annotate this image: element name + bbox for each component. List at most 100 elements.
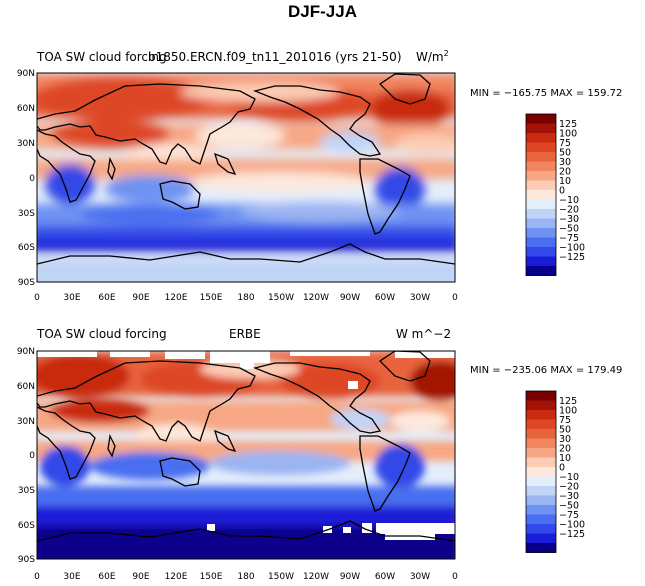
colorbar-swatch [526, 171, 556, 181]
panel-1-map: 90N 60N 30N 0 30S 60S 90S 0 30E 60E 90E … [17, 69, 458, 303]
panel-1-left-label: TOA SW cloud forcing [37, 50, 167, 64]
panel-2-stats: MIN = −235.06 MAX = 179.49 [470, 365, 623, 376]
colorbar-swatch [526, 218, 556, 229]
lon-tick-label: 120W [303, 572, 329, 582]
lon-tick-label: 90W [340, 572, 360, 582]
colorbar-label: −30 [559, 214, 579, 225]
colorbar-label: −100 [559, 520, 585, 531]
colorbar-swatch [526, 209, 556, 219]
lon-tick-label: 150W [268, 572, 294, 582]
colorbar-swatch [526, 180, 556, 191]
colorbar-label: −10 [559, 195, 579, 206]
lat-tick-label: 30N [17, 417, 35, 427]
colorbar-swatch [526, 114, 556, 124]
lon-tick-label: 120E [165, 572, 188, 582]
colorbar-label: 100 [559, 129, 577, 140]
colorbar-swatch [526, 142, 556, 153]
lon-tick-label: 0 [34, 293, 40, 303]
colorbar-swatch [526, 514, 556, 525]
colorbar-swatch [526, 256, 556, 267]
panel-1-center-label: b1850.ERCN.f09_tn11_201016 (yrs 21-50) [148, 50, 402, 64]
figure-title: DJF-JJA [288, 2, 357, 21]
colorbar-label: −10 [559, 472, 579, 483]
panel-2-missing-data [37, 351, 455, 540]
lon-tick-label: 90W [340, 293, 360, 303]
colorbar-swatch [526, 247, 556, 257]
colorbar-swatch [526, 410, 556, 420]
colorbar-swatch [526, 438, 556, 449]
lon-tick-label: 60W [375, 572, 395, 582]
lon-tick-label: 60E [98, 572, 115, 582]
panel-2-left-label: TOA SW cloud forcing [37, 327, 167, 341]
colorbar-label: 10 [559, 453, 571, 464]
lon-tick-label: 90E [132, 293, 149, 303]
colorbar-swatch [526, 476, 556, 487]
lon-tick-label: 120E [165, 293, 188, 303]
colorbar-label: −100 [559, 243, 585, 254]
lat-tick-label: 30S [18, 209, 35, 219]
lat-tick-label: 90N [17, 69, 35, 79]
lat-tick-label: 60N [17, 104, 35, 114]
lat-tick-label: 60S [18, 243, 35, 253]
panel-1-stats: MIN = −165.75 MAX = 159.72 [470, 88, 623, 99]
colorbar-swatch [526, 486, 556, 496]
colorbar-label: 0 [559, 463, 565, 474]
lon-tick-label: 180 [237, 572, 254, 582]
colorbar-label: 30 [559, 157, 571, 168]
colorbar-label: −125 [559, 252, 585, 263]
colorbar-swatch [526, 419, 556, 430]
colorbar-swatch [526, 400, 556, 411]
colorbar-swatch [526, 467, 556, 477]
colorbar-label: 20 [559, 167, 571, 178]
lat-tick-label: 30N [17, 139, 35, 149]
lon-tick-label: 0 [34, 572, 40, 582]
panel-1-lon-labels: 0 30E 60E 90E 120E 150E 180 150W 120W 90… [34, 293, 458, 303]
colorbar-label: −125 [559, 529, 585, 540]
colorbar-label: 75 [559, 138, 571, 149]
colorbar-label: 125 [559, 119, 577, 130]
colorbar-frame [525, 390, 557, 553]
panel-2-lat-labels: 90N 60N 30N 0 30S 60S 90S [17, 347, 35, 565]
colorbar-swatch [526, 391, 556, 401]
colorbar-swatch [526, 133, 556, 143]
colorbar-swatch [526, 190, 556, 200]
panel-2-center-label: ERBE [229, 327, 261, 341]
panel-1-units: W/m2 [416, 49, 449, 64]
lon-tick-label: 30W [410, 572, 430, 582]
colorbar-label: −75 [559, 233, 579, 244]
colorbar-swatch [526, 448, 556, 458]
panel-2-coastlines [37, 351, 455, 542]
colorbar-label: 20 [559, 444, 571, 455]
lon-tick-label: 150W [268, 293, 294, 303]
colorbar-swatch [526, 199, 556, 210]
colorbar-swatch [526, 533, 556, 544]
colorbar-label: 50 [559, 425, 571, 436]
colorbar-swatch [526, 524, 556, 534]
lon-tick-label: 0 [452, 572, 458, 582]
colorbar-swatch [526, 505, 556, 515]
panel-2-field [37, 351, 455, 559]
lat-tick-label: 90N [17, 347, 35, 357]
colorbar-label: 0 [559, 186, 565, 197]
colorbar-swatch [526, 228, 556, 238]
colorbar-frame [525, 113, 557, 276]
colorbar-label: 50 [559, 148, 571, 159]
lon-tick-label: 30W [410, 293, 430, 303]
lat-tick-label: 60S [18, 521, 35, 531]
lon-tick-label: 90E [132, 572, 149, 582]
lon-tick-label: 0 [452, 293, 458, 303]
lon-tick-label: 60W [375, 293, 395, 303]
colorbar-swatch [526, 495, 556, 506]
lat-tick-label: 0 [29, 174, 35, 184]
panel-1-coastlines [37, 73, 455, 265]
colorbar-label: −50 [559, 224, 579, 235]
colorbar-swatch [526, 161, 556, 172]
colorbar-swatch [526, 543, 556, 553]
lat-tick-label: 90S [18, 555, 35, 565]
colorbar-swatch [526, 237, 556, 248]
colorbar-label: −30 [559, 491, 579, 502]
colorbar-swatch [526, 457, 556, 468]
colorbar-label: 125 [559, 396, 577, 407]
colorbar-label: −75 [559, 510, 579, 521]
